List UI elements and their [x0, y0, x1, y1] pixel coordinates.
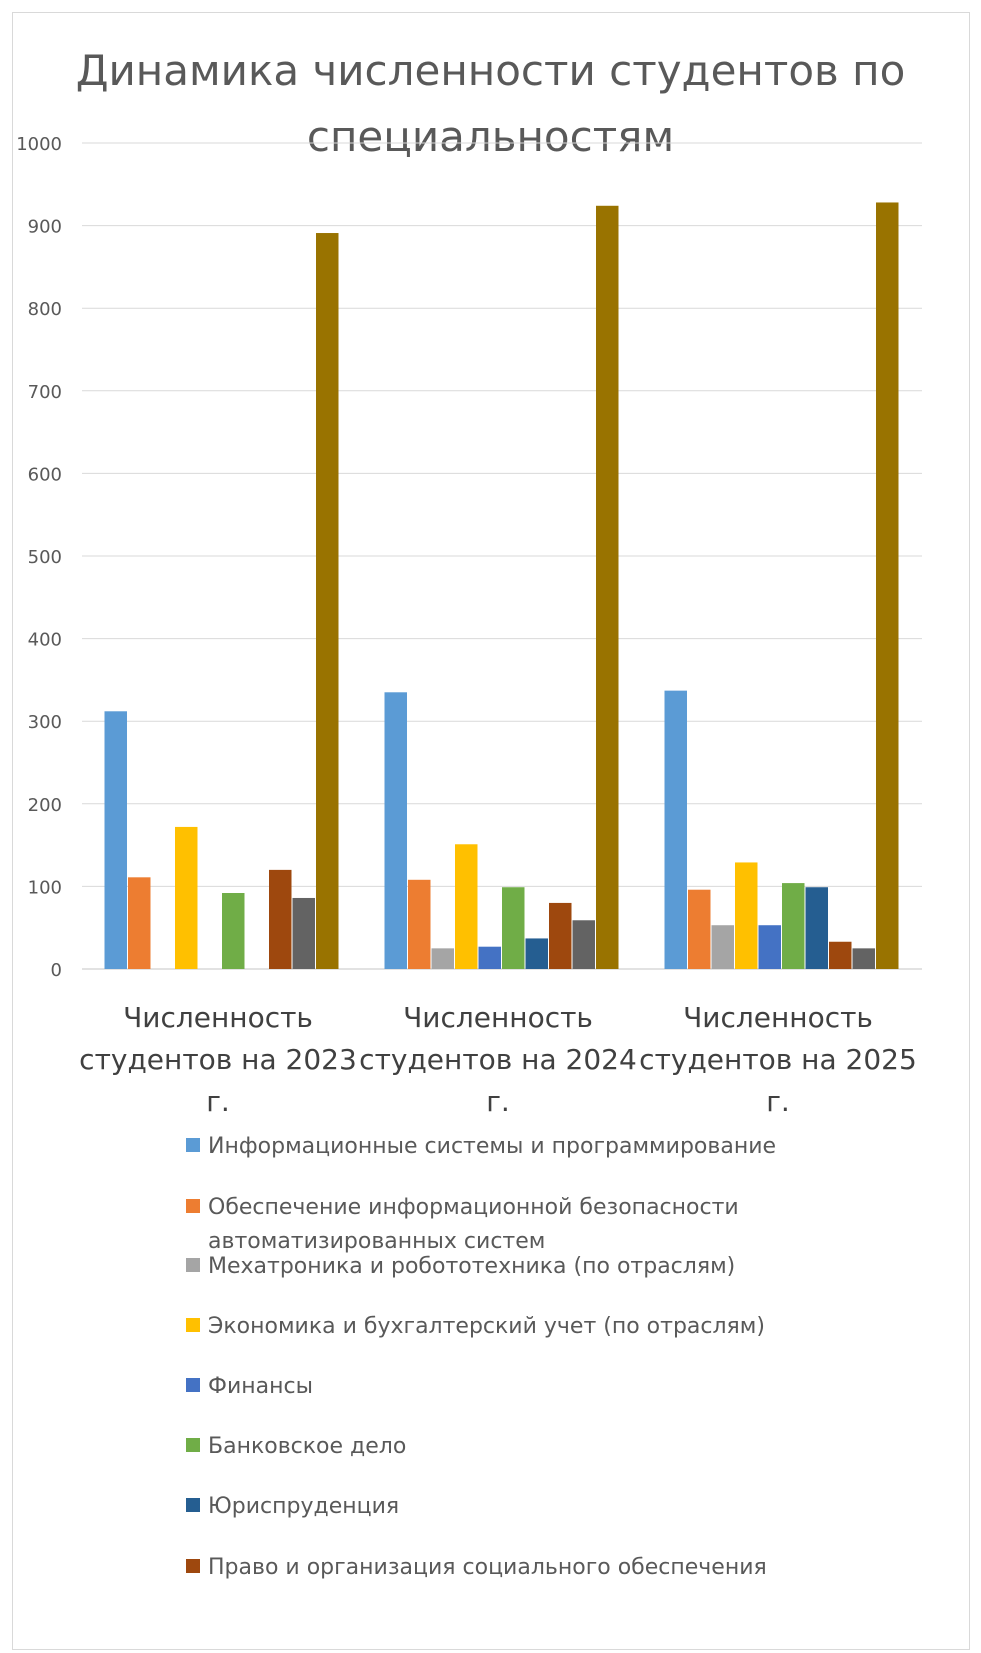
- y-tick-label: 400: [28, 630, 62, 651]
- y-tick-label: 100: [28, 877, 62, 898]
- bar-series-6-cat-1: [222, 893, 245, 969]
- legend-swatch: [186, 1138, 200, 1152]
- y-tick-label: 200: [28, 795, 62, 816]
- category-label: Численность студентов на 2023 г.: [79, 1001, 357, 1118]
- bar-series-4-cat-2: [455, 844, 478, 969]
- y-tick-label: 700: [28, 382, 62, 403]
- legend-item: Финансы: [186, 1370, 828, 1404]
- legend-label: Финансы: [208, 1374, 313, 1399]
- y-tick-label: 800: [28, 299, 62, 320]
- legend-swatch: [186, 1258, 200, 1272]
- legend-swatch: [186, 1438, 200, 1452]
- legend-item: Юриспруденция: [186, 1490, 828, 1524]
- bar-series-9-cat-3: [852, 948, 875, 969]
- y-tick-label: 900: [28, 217, 62, 238]
- bar-series-3-cat-2: [431, 948, 454, 969]
- bar-series-8-cat-1: [269, 869, 292, 969]
- legend-item: Банковское дело: [186, 1430, 828, 1464]
- bar-series-10-cat-3: [876, 202, 899, 970]
- bar-series-10-cat-1: [316, 233, 339, 969]
- bar-series-6-cat-2: [502, 887, 525, 969]
- legend-label: Юриспруденция: [208, 1494, 400, 1519]
- legend-swatch: [186, 1559, 200, 1573]
- bar-series-6-cat-3: [782, 883, 805, 969]
- bar-series-10-cat-2: [596, 205, 619, 969]
- legend-item: Право и организация социального обеспече…: [186, 1551, 828, 1585]
- bar-series-1-cat-1: [104, 711, 127, 969]
- legend-item: Мехатроника и робототехника (по отраслям…: [186, 1250, 828, 1284]
- category-label: Численность студентов на 2025 г.: [639, 1001, 917, 1118]
- bar-series-2-cat-3: [688, 889, 711, 969]
- legend-swatch: [186, 1318, 200, 1332]
- y-tick-label: 1000: [16, 134, 62, 155]
- y-tick-label: 600: [28, 464, 62, 485]
- legend-label: Информационные системы и программировани…: [208, 1134, 777, 1159]
- legend-item: Обеспечение информационной безопасности …: [186, 1191, 828, 1259]
- legend-item: Информационные системы и программировани…: [186, 1130, 828, 1164]
- y-tick-label: 300: [28, 712, 62, 733]
- bar-series-5-cat-2: [478, 946, 501, 969]
- bar-series-5-cat-3: [758, 925, 781, 969]
- bar-series-9-cat-1: [292, 897, 315, 969]
- bar-series-1-cat-3: [664, 690, 687, 969]
- bar-series-7-cat-3: [805, 887, 828, 969]
- legend-swatch: [186, 1199, 200, 1213]
- bar-series-2-cat-1: [128, 877, 151, 969]
- y-tick-label: 500: [28, 547, 62, 568]
- bar-series-8-cat-3: [829, 941, 852, 969]
- legend-label: Экономика и бухгалтерский учет (по отрас…: [208, 1314, 765, 1339]
- legend-label: Право и организация социального обеспече…: [208, 1555, 767, 1580]
- legend-swatch: [186, 1498, 200, 1512]
- chart-plot-area: 0 100 200 300 400 500 600 700 800 900 1000 Численно…: [16, 134, 922, 1118]
- category-label: Численность студентов на 2024 г.: [359, 1001, 637, 1118]
- bar-series-9-cat-2: [572, 920, 595, 969]
- bar-series-2-cat-2: [408, 879, 431, 969]
- legend-label: Мехатроника и робототехника (по отраслям…: [208, 1254, 736, 1279]
- legend-swatch: [186, 1378, 200, 1392]
- bar-series-7-cat-2: [525, 938, 548, 969]
- chart-frame: [12, 12, 970, 1650]
- bar-series-4-cat-3: [735, 862, 758, 969]
- bar-series-1-cat-2: [384, 692, 407, 969]
- bar-series-3-cat-3: [711, 925, 734, 969]
- bar-series-4-cat-1: [175, 826, 198, 969]
- legend-item: Экономика и бухгалтерский учет (по отрас…: [186, 1310, 828, 1344]
- legend-label: Обеспечение информационной безопасности …: [208, 1195, 739, 1254]
- chart-title: Динамика численности студентов по специа…: [75, 46, 906, 161]
- legend-label: Банковское дело: [208, 1434, 407, 1459]
- y-tick-label: 0: [51, 960, 62, 981]
- bar-series-8-cat-2: [549, 902, 572, 969]
